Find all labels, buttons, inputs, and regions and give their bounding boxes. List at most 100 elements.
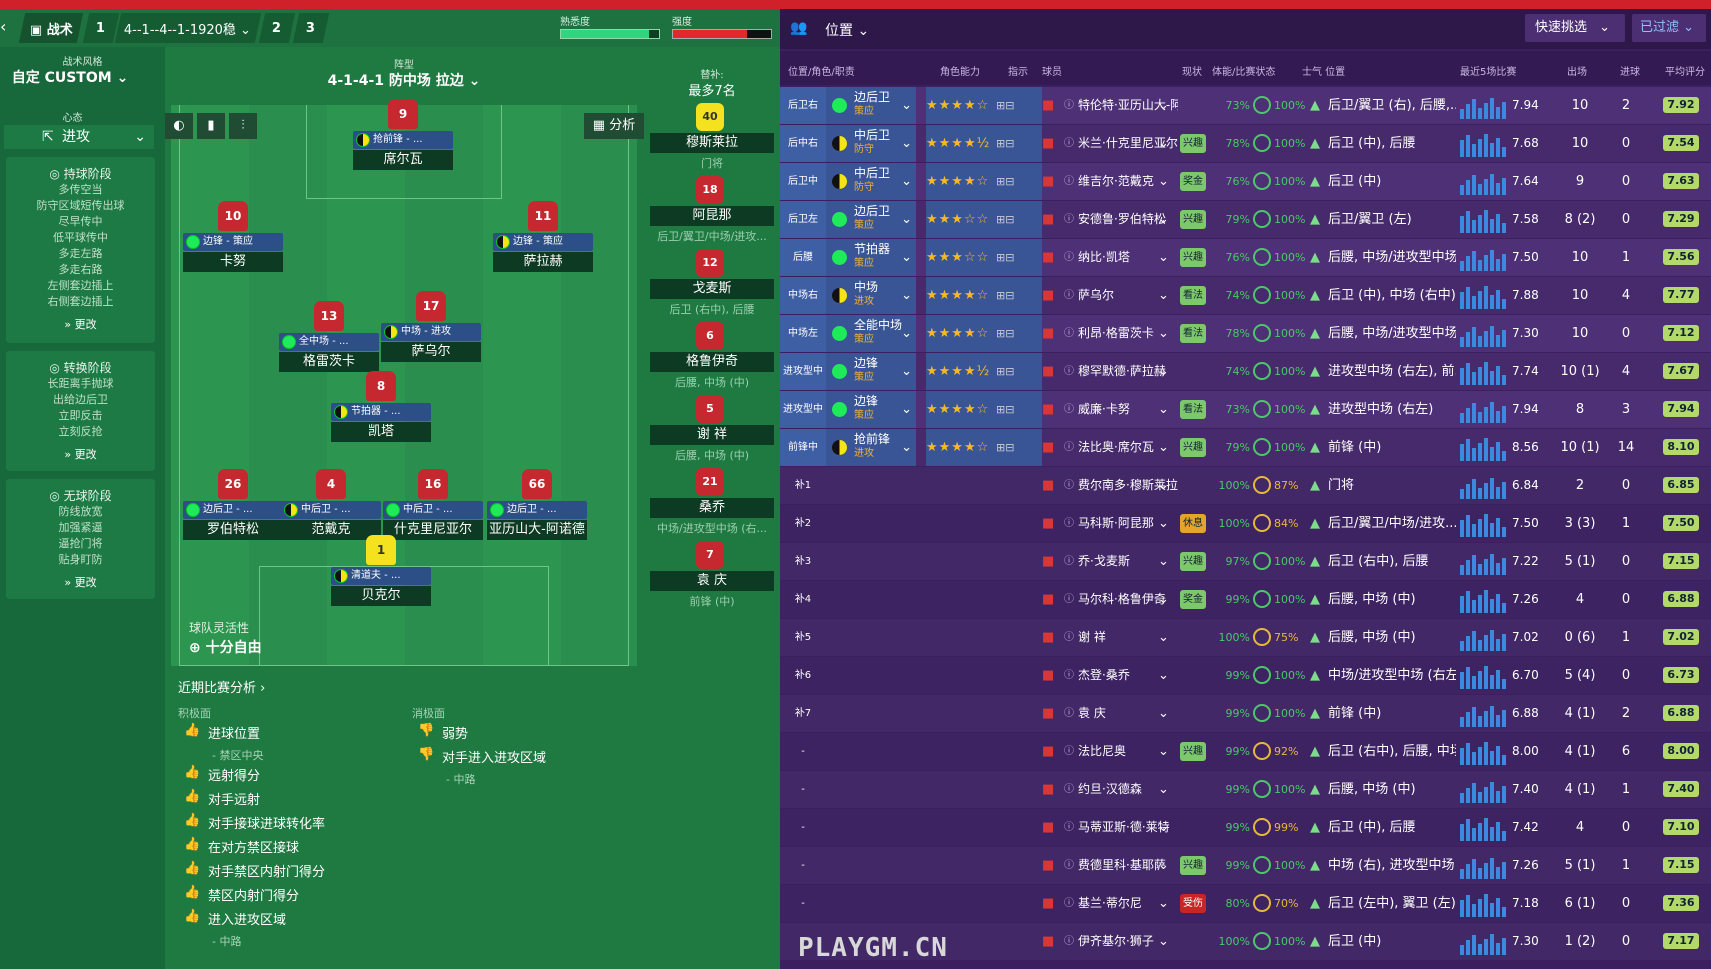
role-cell[interactable]: 中场 进攻 ⌄ — [826, 277, 916, 314]
change-button[interactable]: » 更改 — [6, 316, 155, 332]
chevron-down-icon[interactable]: ⌄ — [1158, 288, 1169, 303]
col-apps[interactable]: 出场 — [1567, 67, 1587, 78]
chevron-down-icon[interactable]: ⌄ — [1158, 554, 1169, 569]
col-avg-rating[interactable]: 平均评分 — [1665, 67, 1705, 78]
chevron-down-icon[interactable]: ⌄ — [1158, 858, 1169, 873]
role-selector[interactable]: 边后卫 - ... — [183, 501, 283, 519]
info-icon[interactable]: ⓘ — [1064, 252, 1074, 263]
sub-name[interactable]: 袁 庆 — [650, 571, 774, 591]
info-icon[interactable]: ⓘ — [1064, 860, 1074, 871]
role-selector[interactable]: 中后卫 - ... — [281, 501, 381, 519]
role-selector[interactable]: 边后卫 - ... — [487, 501, 587, 519]
role-selector[interactable]: 节拍器 - ... — [331, 403, 431, 421]
table-row[interactable]: 中场右 中场 进攻 ⌄ ★★★★☆ ⊞⊟ ■ ⓘ 萨乌尔 ⌄ 看法 74% 100% ▲ 后卫 (中), 中… — [780, 277, 1711, 314]
table-row[interactable]: 后卫左 边后卫 策应 ⌄ ★★★☆☆ ⊞⊟ ■ ⓘ 安德鲁·罗伯特松 ⌄ 兴趣 79% 100% ▲ 后卫/… — [780, 201, 1711, 238]
table-row[interactable]: 进攻型中 边锋 策应 ⌄ ★★★★☆ ⊞⊟ ■ ⓘ 威廉·卡努 ⌄ 看法 73% 100% ▲ 进攻型中场 … — [780, 391, 1711, 428]
chevron-down-icon[interactable]: ⌄ — [1158, 212, 1169, 227]
table-row[interactable]: 补4 ■ ⓘ 马尔科·格鲁伊奇 ⌄ 奖金 99% 100% ▲ 后腰, 中场 (中) 7.26 4 0 6… — [780, 581, 1711, 618]
info-icon[interactable]: ⓘ — [1064, 404, 1074, 415]
info-icon[interactable]: ⓘ — [1064, 480, 1074, 491]
instructions-icon[interactable]: ⊞⊟ — [996, 391, 1042, 428]
player-name[interactable]: 马蒂亚斯·德·莱特 — [1078, 820, 1170, 834]
role-selector[interactable]: 边锋 - 策应 — [493, 233, 593, 251]
player-name[interactable]: 萨乌尔 — [381, 342, 481, 362]
info-icon[interactable]: ⓘ — [1064, 214, 1074, 225]
role-selector[interactable]: 中后卫 - ... — [383, 501, 483, 519]
player-name[interactable]: 亚历山大-阿诺德 — [487, 520, 587, 540]
chevron-down-icon[interactable]: ⌄ — [1158, 592, 1169, 607]
col-position[interactable]: 位置/角色/职责 — [788, 67, 855, 78]
role-cell[interactable]: 边锋 策应 ⌄ — [826, 353, 916, 390]
info-icon[interactable]: ⓘ — [1064, 822, 1074, 833]
mentality-dropdown[interactable]: ⇱ 进攻 ⌄ — [4, 125, 154, 149]
chevron-down-icon[interactable]: ⌄ — [1158, 668, 1169, 683]
chevron-down-icon[interactable]: ⌄ — [1158, 440, 1169, 455]
role-selector[interactable]: 全中场 - ... — [279, 333, 379, 351]
info-icon[interactable]: ⓘ — [1064, 784, 1074, 795]
table-row[interactable]: 进攻型中 边锋 策应 ⌄ ★★★★½ ⊞⊟ ■ ⓘ 穆罕默德·萨拉赫 ⌄ 74% 100% ▲ 进攻型中场… — [780, 353, 1711, 390]
table-row[interactable]: 后中右 中后卫 防守 ⌄ ★★★★½ ⊞⊟ ■ ⓘ 米兰·什克里尼亚尔 ⌄ 兴趣 78% 100% ▲ 后卫… — [780, 125, 1711, 162]
role-cell[interactable]: 全能中场 策应 ⌄ — [826, 315, 916, 352]
info-icon[interactable]: ⓘ — [1064, 290, 1074, 301]
change-button[interactable]: » 更改 — [6, 574, 155, 590]
player-name[interactable]: 罗伯特松 — [183, 520, 283, 540]
formation-select[interactable]: 4-1-4-1 防中场 拉边 ⌄ — [171, 70, 637, 90]
player-name[interactable]: 格雷茨卡 — [279, 352, 379, 372]
player-name[interactable]: 萨拉赫 — [493, 252, 593, 272]
info-icon[interactable]: ⓘ — [1064, 746, 1074, 757]
col-status[interactable]: 现状 — [1182, 67, 1202, 78]
chevron-down-icon[interactable]: ⌄ — [1158, 516, 1169, 531]
filter-button[interactable]: 已过滤 ⌄ — [1632, 14, 1706, 42]
col-condition[interactable]: 体能/比赛状态 — [1212, 67, 1276, 78]
role-cell[interactable]: 中后卫 防守 ⌄ — [826, 125, 916, 162]
col-last5[interactable]: 最近5场比赛 — [1460, 67, 1517, 78]
player-name[interactable]: 法比尼奥 — [1078, 744, 1127, 758]
table-row[interactable]: - ■ ⓘ 约旦·汉德森 ⌄ 99% 100% ▲ 后腰, 中场 (中) 7.40 4 (1) 1 7.… — [780, 771, 1711, 808]
col-player[interactable]: 球员 — [1042, 67, 1062, 78]
info-icon[interactable]: ⓘ — [1064, 518, 1074, 529]
style-dropdown[interactable]: 自定 CUSTOM ⌄ — [0, 67, 140, 87]
player-name[interactable]: 穆罕默德·萨拉赫 — [1078, 364, 1166, 378]
player-name[interactable]: 费德里科·基耶萨 — [1078, 858, 1166, 872]
info-icon[interactable]: ⫶ — [229, 113, 257, 139]
chevron-down-icon[interactable]: ⌄ — [1158, 820, 1169, 835]
table-row[interactable]: 补1 ■ ⓘ 费尔南多·穆斯莱拉 ⌄ 100% 87% ▲ 门将 6.84 2 0 6.85 — [780, 467, 1711, 504]
chevron-down-icon[interactable]: ⌄ — [1158, 136, 1169, 151]
col-instructions[interactable]: 指示 — [1008, 67, 1028, 78]
info-icon[interactable]: ⓘ — [1064, 366, 1074, 377]
player-name[interactable]: 特伦特·亚历山大-阿... — [1078, 98, 1178, 112]
info-icon[interactable]: ⓘ — [1064, 176, 1074, 187]
player-name[interactable]: 谢 祥 — [1078, 630, 1106, 644]
player-name[interactable]: 伊齐基尔·狮子 — [1078, 934, 1154, 948]
sub-name[interactable]: 桑乔 — [650, 498, 774, 518]
table-row[interactable]: 后卫中 中后卫 防守 ⌄ ★★★★☆ ⊞⊟ ■ ⓘ 维吉尔·范戴克 ⌄ 奖金 76% 100% ▲ 后卫 (… — [780, 163, 1711, 200]
table-row[interactable]: 补5 ■ ⓘ 谢 祥 ⌄ 100% 75% ▲ 后腰, 中场 (中) 7.02 0 (6) 1 7.02 — [780, 619, 1711, 656]
instructions-icon[interactable]: ⊞⊟ — [996, 87, 1042, 124]
player-name[interactable]: 贝克尔 — [331, 586, 431, 606]
chevron-down-icon[interactable]: ⌄ — [1158, 934, 1169, 949]
table-row[interactable]: 中场左 全能中场 策应 ⌄ ★★★★☆ ⊞⊟ ■ ⓘ 利昂·格雷茨卡 ⌄ 看法 78% 100% ▲ 后腰,… — [780, 315, 1711, 352]
info-icon[interactable]: ⓘ — [1064, 442, 1074, 453]
player-name[interactable]: 费尔南多·穆斯莱拉 — [1078, 478, 1178, 492]
player-name[interactable]: 纳比·凯塔 — [1078, 250, 1130, 264]
player-name[interactable]: 马科斯·阿昆那 — [1078, 516, 1154, 530]
position-dropdown[interactable]: 位置 ⌄ — [825, 20, 869, 40]
chevron-down-icon[interactable]: ⌄ — [1158, 326, 1169, 341]
sub-name[interactable]: 戈麦斯 — [650, 279, 774, 299]
chevron-down-icon[interactable]: ⌄ — [1158, 250, 1169, 265]
instructions-icon[interactable]: ⊞⊟ — [996, 239, 1042, 276]
sub-name[interactable]: 谢 祥 — [650, 425, 774, 445]
analysis-button[interactable]: ▦ 分析 — [584, 113, 644, 139]
sub-name[interactable]: 阿昆那 — [650, 206, 774, 226]
role-selector[interactable]: 边锋 - 策应 — [183, 233, 283, 251]
chevron-down-icon[interactable]: ⌄ — [1158, 896, 1169, 911]
role-cell[interactable]: 边锋 策应 ⌄ — [826, 391, 916, 428]
table-row[interactable]: - ■ ⓘ 伊齐基尔·狮子 ⌄ 100% 100% ▲ 后卫 (中) 7.30 1 (2) 0 7.17 — [780, 923, 1711, 960]
player-name[interactable]: 乔·戈麦斯 — [1078, 554, 1130, 568]
tab-2[interactable]: 2 — [258, 13, 296, 43]
formation-dropdown[interactable]: 4--1--4--1-1920稳 ⌄ — [114, 13, 262, 43]
instructions-icon[interactable]: ⊞⊟ — [996, 201, 1042, 238]
player-name[interactable]: 安德鲁·罗伯特松 — [1078, 212, 1166, 226]
player-name[interactable]: 马尔科·格鲁伊奇 — [1078, 592, 1166, 606]
stats-icon[interactable]: ▮ — [197, 113, 225, 139]
